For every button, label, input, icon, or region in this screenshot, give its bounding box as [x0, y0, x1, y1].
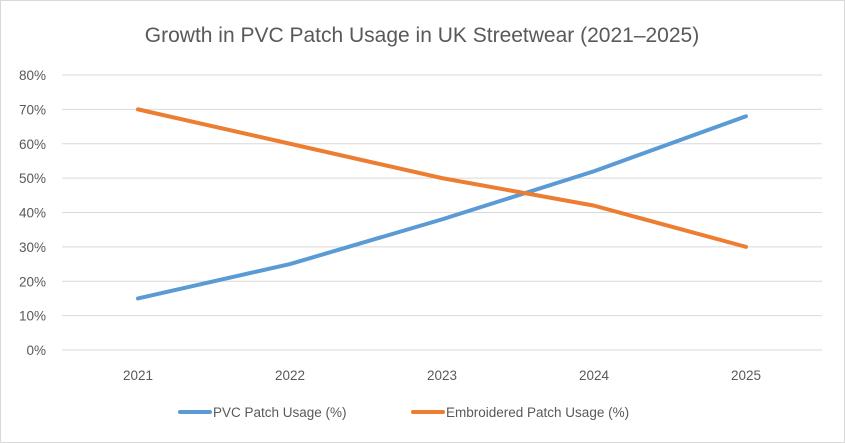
- x-tick-label: 2025: [731, 368, 761, 383]
- x-axis-ticks: 2021 2022 2023 2024 2025: [123, 368, 761, 383]
- x-tick-label: 2024: [579, 368, 610, 383]
- legend-label: Embroidered Patch Usage (%): [446, 405, 629, 420]
- x-tick-label: 2021: [123, 368, 153, 383]
- y-tick-label: 70%: [19, 102, 46, 117]
- y-tick-label: 50%: [19, 171, 46, 186]
- chart-title: Growth in PVC Patch Usage in UK Streetwe…: [145, 24, 699, 47]
- y-tick-label: 60%: [19, 137, 46, 152]
- legend-item: Embroidered Patch Usage (%): [411, 405, 629, 420]
- y-tick-label: 20%: [19, 274, 46, 289]
- legend-label: PVC Patch Usage (%): [213, 405, 347, 420]
- y-tick-label: 10%: [19, 309, 46, 324]
- y-tick-label: 40%: [19, 206, 46, 221]
- series-lines: [136, 107, 748, 301]
- y-tick-label: 30%: [19, 240, 46, 255]
- x-tick-label: 2023: [427, 368, 457, 383]
- y-tick-label: 0%: [26, 343, 46, 358]
- x-tick-label: 2022: [275, 368, 305, 383]
- y-tick-label: 80%: [19, 68, 46, 83]
- y-axis-ticks: 0% 10% 20% 30% 40% 50% 60% 70% 80%: [19, 68, 46, 358]
- legend: PVC Patch Usage (%) Embroidered Patch Usa…: [178, 405, 629, 420]
- legend-item: PVC Patch Usage (%): [178, 405, 347, 420]
